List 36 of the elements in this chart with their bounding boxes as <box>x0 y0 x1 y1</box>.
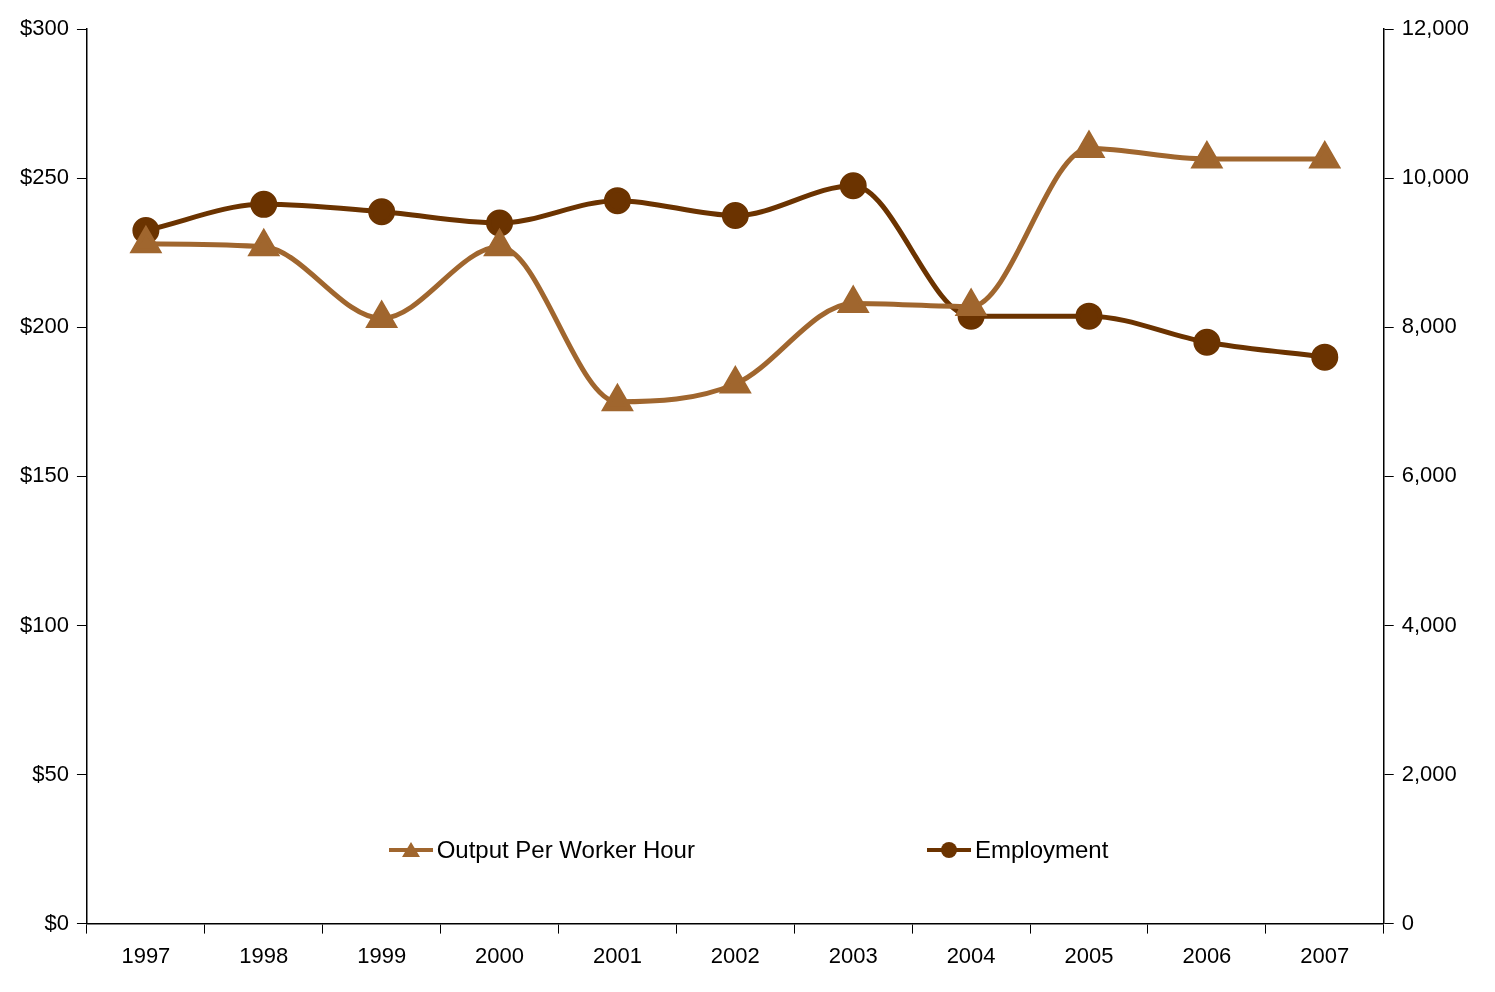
legend-label: Output Per Worker Hour <box>436 836 695 864</box>
x-tick-label: 2000 <box>475 942 525 968</box>
point <box>839 172 867 200</box>
legend-label: Employment <box>974 836 1109 864</box>
y-tick-label: $250 <box>19 164 69 190</box>
y2-tick-label: 12,000 <box>1401 15 1470 41</box>
y2-tick-label: 0 <box>1401 909 1414 935</box>
y2-tick-label: 2,000 <box>1401 760 1457 786</box>
y-tick-label: $150 <box>19 462 69 488</box>
y-tick-label: $200 <box>19 313 69 339</box>
x-tick-label: 2004 <box>946 942 996 968</box>
point <box>1075 302 1103 330</box>
x-tick-label: 1997 <box>121 942 171 968</box>
x-tick-label: 2003 <box>828 942 878 968</box>
point <box>368 198 396 226</box>
y-tick-label: $50 <box>32 760 69 786</box>
x-tick-label: 2006 <box>1182 942 1232 968</box>
y2-tick-label: 6,000 <box>1401 462 1457 488</box>
point <box>1193 328 1221 356</box>
point <box>603 187 631 215</box>
point <box>250 190 278 218</box>
y2-tick-label: 10,000 <box>1401 164 1470 190</box>
point <box>721 202 749 230</box>
x-tick-label: 1998 <box>239 942 289 968</box>
x-tick-label: 1999 <box>357 942 407 968</box>
point <box>486 209 514 237</box>
y-tick-label: $300 <box>19 15 69 41</box>
y2-tick-label: 4,000 <box>1401 611 1457 637</box>
y-tick-label: $0 <box>44 909 69 935</box>
x-tick-label: 2007 <box>1300 942 1350 968</box>
point <box>1311 343 1339 371</box>
y2-tick-label: 8,000 <box>1401 313 1457 339</box>
x-tick-label: 2005 <box>1064 942 1114 968</box>
y-tick-label: $100 <box>19 611 69 637</box>
x-tick-label: 2001 <box>592 942 642 968</box>
x-tick-label: 2002 <box>710 942 760 968</box>
